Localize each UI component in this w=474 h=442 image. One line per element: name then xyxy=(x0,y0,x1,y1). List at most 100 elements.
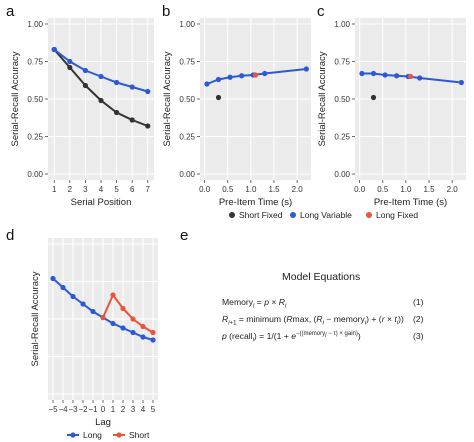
x-tick-label: 0.5 xyxy=(222,185,234,194)
series-long-point xyxy=(120,325,126,331)
y-tick-label: 1.00 xyxy=(179,20,195,29)
y-tick-label: 0.50 xyxy=(179,95,195,104)
panel-letter-e: e xyxy=(180,227,188,244)
x-tick-label: −5 xyxy=(48,405,58,414)
y-tick-label: 0.00 xyxy=(334,170,350,179)
series-long-variable-point xyxy=(129,84,135,90)
legend-key-long-fixed xyxy=(366,212,372,218)
x-tick-label: 1 xyxy=(52,185,57,194)
x-tick-label: 1 xyxy=(111,405,116,414)
series-short-point xyxy=(100,314,106,321)
y-tick-label: 0.00 xyxy=(179,170,195,179)
equation-1-number: (1) xyxy=(413,297,424,307)
series-long-variable-point xyxy=(227,74,233,80)
series-long-point xyxy=(50,275,56,282)
x-tick-label: 2.0 xyxy=(447,185,459,194)
legend-d: Long Short xyxy=(67,430,150,440)
legend-top: Short Fixed Long Variable Long Fixed xyxy=(229,210,418,220)
series-long-variable-point xyxy=(204,81,210,87)
x-tick-label: 0.0 xyxy=(354,185,366,194)
y-tick-label: 0.25 xyxy=(334,133,350,142)
x-axis-label: Lag xyxy=(95,417,111,428)
legend-key-short-fixed xyxy=(229,212,235,218)
equation-3: p (recalli) = 1/(1 + e−((memoryi − τ) × … xyxy=(222,331,361,344)
equation-1: Memoryi = p × Ri xyxy=(222,297,287,310)
x-tick-label: 0 xyxy=(101,405,106,414)
series-long-variable-point xyxy=(303,66,309,72)
series-long-variable-point xyxy=(394,73,400,79)
series-long-point xyxy=(150,337,156,343)
series-short-point xyxy=(150,329,156,336)
series-long-point xyxy=(140,334,146,340)
panel-d: d −5 −4 −3 −2 −1 0 1 2 3 4 5 Lag Serial-Recall Accura… xyxy=(6,227,158,428)
y-tick-label: 0.25 xyxy=(27,133,43,142)
series-short-point xyxy=(120,305,126,312)
series-short-point xyxy=(140,323,146,330)
x-tick-label: −1 xyxy=(88,405,98,414)
x-tick-label: 2 xyxy=(121,405,126,414)
series-short-fixed-point xyxy=(67,64,73,71)
series-long-point xyxy=(60,284,66,291)
series-long-variable-point xyxy=(359,70,365,77)
x-tick-label: 5 xyxy=(114,185,119,194)
series-short-fixed-point xyxy=(98,97,104,104)
legend-d-label-short: Short xyxy=(129,430,150,440)
y-tick-label: 0.50 xyxy=(334,95,350,104)
equation-2-number: (2) xyxy=(413,314,424,324)
legend-label-long-variable: Long Variable xyxy=(300,210,352,220)
x-tick-label: 1.0 xyxy=(245,185,257,194)
x-tick-label: 0.0 xyxy=(199,185,211,194)
y-tick-label: 0.75 xyxy=(334,58,350,67)
y-tick-label: 1.00 xyxy=(27,20,43,29)
y-tick-label: 0.25 xyxy=(179,133,195,142)
x-tick-label: 5 xyxy=(151,405,156,414)
x-tick-label: 1.5 xyxy=(268,185,280,194)
panel-c: c 0.00 0.25 0.50 0.75 1.00 0.0 0.5 1.0 1.5 2.0Pre-… xyxy=(317,3,466,208)
series-long-fixed-point xyxy=(407,73,414,80)
equation-2: Ri+1 = minimum (Rmax, (Ri − memoryi) + (… xyxy=(222,314,404,327)
equations-title: Model Equations xyxy=(282,271,361,283)
series-short-fixed-point xyxy=(129,117,135,123)
y-tick-label: 0.75 xyxy=(179,58,195,67)
series-long-variable-point xyxy=(113,79,120,86)
y-axis-label: Serial-Recall Accuracy xyxy=(30,271,41,366)
x-axis-label: Pre-Item Time (s) xyxy=(374,197,447,208)
x-tick-label: −2 xyxy=(78,405,88,414)
series-long-variable-point xyxy=(67,58,73,65)
legend-key-long-variable xyxy=(290,212,296,218)
x-tick-label: 1.0 xyxy=(400,185,412,194)
x-tick-label: 1.5 xyxy=(423,185,435,194)
series-long-variable-point xyxy=(215,76,222,83)
series-long-point xyxy=(130,329,136,336)
legend-label-long-fixed: Long Fixed xyxy=(376,210,418,220)
x-axis-label: Serial Position xyxy=(71,197,132,208)
legend-d-key-long xyxy=(70,432,76,438)
y-axis-label: Serial-Recall Accuracy xyxy=(10,51,21,146)
x-tick-label: 2.0 xyxy=(292,185,304,194)
x-axis-label: Pre-Item Time (s) xyxy=(219,197,292,208)
series-long-variable-point xyxy=(145,88,151,95)
panel-letter-c: c xyxy=(317,3,325,20)
y-tick-label: 0.50 xyxy=(27,95,43,104)
series-long-variable-point xyxy=(370,70,377,77)
series-long-point xyxy=(70,293,76,300)
series-long-variable-point xyxy=(382,72,388,78)
series-long-variable-point xyxy=(417,75,423,81)
x-tick-label: 7 xyxy=(146,185,151,194)
panel-a: a 0.00 0.25 0.50 0.75 1.00 1 2 3 4 5 6 7 Serial Posit… xyxy=(6,3,154,208)
x-tick-label: 3 xyxy=(131,405,136,414)
series-short-fixed-point xyxy=(82,82,89,89)
x-tick-label: 6 xyxy=(130,185,135,194)
legend-label-short-fixed: Short Fixed xyxy=(239,210,283,220)
series-long-point xyxy=(110,320,116,327)
series-short-point xyxy=(130,316,136,322)
series-long-variable-point xyxy=(458,79,464,86)
series-short-point xyxy=(110,292,116,298)
x-tick-label: 0.5 xyxy=(377,185,389,194)
y-tick-label: 0.75 xyxy=(27,58,43,67)
panel-b: b 0.00 0.25 0.50 0.75 1.00 0.0 0.5 1.0 1.5 2.0Pre-… xyxy=(162,3,311,208)
legend-d-key-short xyxy=(116,432,122,438)
x-tick-label: 4 xyxy=(99,185,104,194)
series-long-variable-point xyxy=(98,73,104,80)
